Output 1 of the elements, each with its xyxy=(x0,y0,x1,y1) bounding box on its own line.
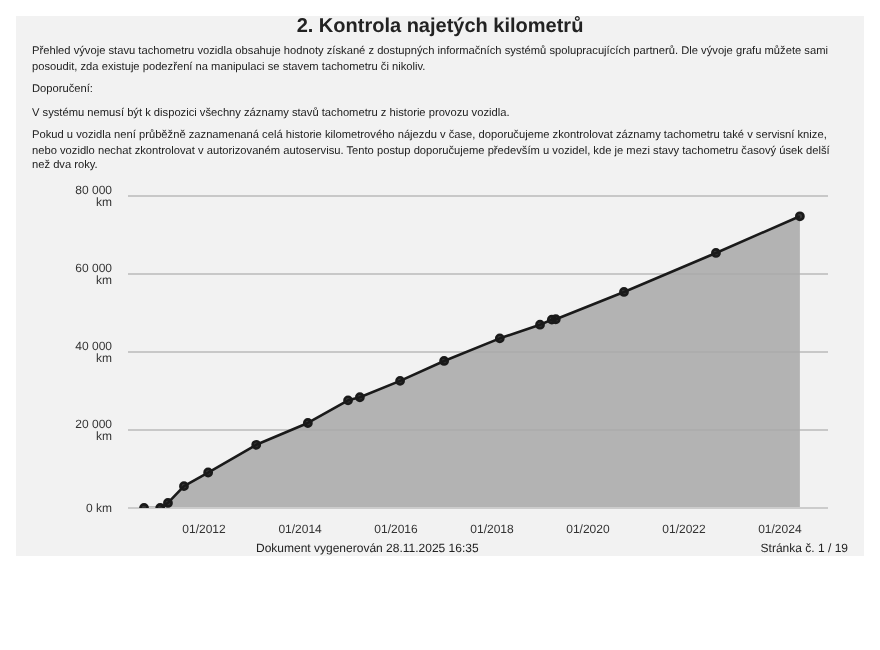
chart-title: 2. Kontrola najetých kilometrů xyxy=(294,16,586,38)
